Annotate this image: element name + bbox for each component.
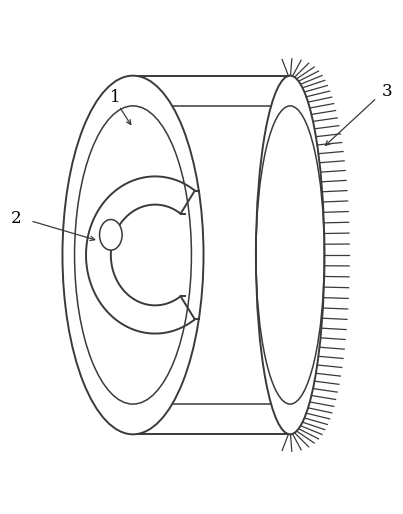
Text: 1: 1 bbox=[110, 89, 120, 106]
Text: 3: 3 bbox=[382, 83, 392, 100]
Text: 2: 2 bbox=[11, 210, 21, 227]
Ellipse shape bbox=[256, 76, 324, 434]
Ellipse shape bbox=[75, 106, 191, 404]
Ellipse shape bbox=[62, 76, 204, 434]
Ellipse shape bbox=[100, 219, 122, 250]
